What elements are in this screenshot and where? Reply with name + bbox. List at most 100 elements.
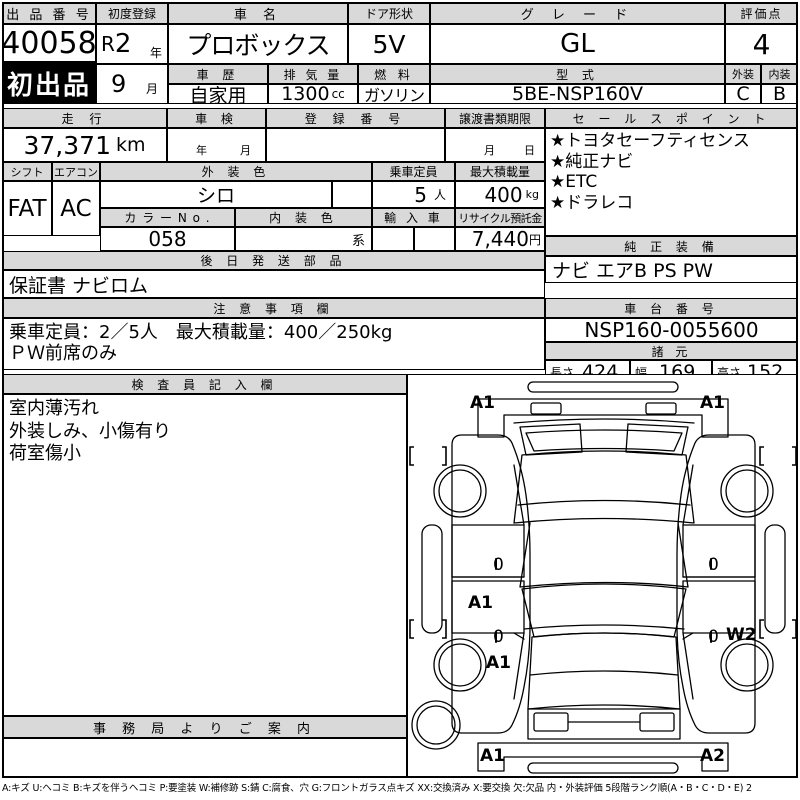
reg-month-unit: 月 xyxy=(145,82,158,96)
door-shape-label: ドア形状 xyxy=(348,2,430,24)
shaken-year-unit: 年 xyxy=(196,144,207,157)
damage-mark-left-rear-fender: A1 xyxy=(486,653,511,673)
mileage-value: 37,371 xyxy=(23,130,111,160)
reg-year-value: 2 xyxy=(114,29,132,59)
grade-value: GL xyxy=(430,24,725,64)
max-load-value-cell: 400 kg xyxy=(455,181,545,208)
notes-body: 乗車定員：2／5人 最大積載量：400／250kg ＰＷ前席のみ xyxy=(2,318,545,370)
first-registration-month-cell: 9 月 xyxy=(96,64,168,104)
later-parts-value: 保証書 ナビロム xyxy=(2,270,545,298)
damage-mark-right-front-door: 0 xyxy=(708,555,719,575)
recycle-deposit-unit: 円 xyxy=(528,232,541,247)
damage-mark-right-rear-quarter: W2 xyxy=(726,625,757,645)
import-value-2 xyxy=(414,227,455,251)
grade-label: グ レ ー ド xyxy=(430,2,725,24)
first-registration-year-cell: R 2 年 xyxy=(96,24,168,64)
model-code-label: 型 式 xyxy=(430,64,725,84)
car-diagram-svg xyxy=(411,381,786,774)
exterior-grade-label: 外装 xyxy=(725,64,761,84)
max-load-unit: kg xyxy=(525,188,539,201)
shaken-value-cell: 年 月 xyxy=(167,128,266,162)
import-value xyxy=(372,227,414,251)
fuel-value: ガソリン xyxy=(358,84,430,104)
office-notice-body xyxy=(2,738,407,778)
history-value: 自家用 xyxy=(168,84,268,104)
displacement-value: 1300 xyxy=(281,84,330,104)
ac-value: AC xyxy=(52,181,100,236)
mileage-unit: km xyxy=(115,134,146,156)
score-value: 4 xyxy=(725,24,798,64)
office-notice-label: 事 務 局 よ り ご 案 内 xyxy=(2,716,407,738)
damage-mark-left-front-door: 0 xyxy=(493,555,504,575)
max-load-label: 最大積載量 xyxy=(455,162,545,181)
first-listing-badge: 初出品 xyxy=(2,62,96,104)
lot-number-value: 40058 xyxy=(2,24,96,62)
registration-number-label: 登 録 番 号 xyxy=(266,108,445,128)
sales-points-label: セ ー ル ス ポ イ ン ト xyxy=(545,108,798,128)
genuine-equipment-label: 純 正 装 備 xyxy=(545,236,798,256)
registration-number-value xyxy=(266,128,445,162)
displacement-label: 排 気 量 xyxy=(268,64,358,84)
fuel-label: 燃 料 xyxy=(358,64,430,84)
inspector-notes-label: 検 査 員 記 入 欄 xyxy=(2,374,407,394)
dimensions-label: 諸 元 xyxy=(545,342,798,360)
mileage-value-cell: 37,371 km xyxy=(2,128,167,162)
damage-mark-right-rear-door-lower: 0 xyxy=(708,627,719,647)
recycle-deposit-value-cell: 7,440 円 xyxy=(455,227,545,251)
door-shape-value: 5V xyxy=(348,24,430,64)
reg-year-unit: 年 xyxy=(149,46,162,60)
recycle-deposit-value: 7,440 xyxy=(471,227,529,251)
genuine-equipment-value: ナビ エアB PS PW xyxy=(545,256,798,283)
import-label: 輸 入 車 xyxy=(372,208,455,227)
displacement-unit: cc xyxy=(331,87,345,101)
reg-month-value: 9 xyxy=(111,70,127,98)
recycle-deposit-label: リサイクル預託金 xyxy=(455,208,545,227)
model-code-value: 5BE-NSP160V xyxy=(430,84,725,104)
sales-points-body: ★トヨタセーフティセンス ★純正ナビ ★ETC ★ドラレコ xyxy=(545,128,798,236)
max-load-value: 400 xyxy=(484,182,523,207)
history-label: 車 歴 xyxy=(168,64,268,84)
exterior-grade-value: C xyxy=(725,84,761,104)
chassis-number-value: NSP160-0055600 xyxy=(545,318,798,342)
interior-color-label: 内 装 色 xyxy=(235,208,372,227)
transfer-day-unit: 日 xyxy=(524,144,535,157)
transfer-doc-value-cell: 月 日 xyxy=(445,128,545,162)
shaken-label: 車 検 xyxy=(167,108,266,128)
damage-mark-rear-right: A2 xyxy=(700,746,725,766)
exterior-color-extra xyxy=(332,181,372,208)
interior-grade-label: 内装 xyxy=(761,64,798,84)
ac-label: エアコン xyxy=(52,162,100,181)
notes-label: 注 意 事 項 欄 xyxy=(2,298,545,318)
seats-unit: 人 xyxy=(433,188,446,202)
exterior-color-value: シロ xyxy=(100,181,332,208)
transfer-month-unit: 月 xyxy=(484,144,495,157)
damage-mark-left-rear-door: A1 xyxy=(468,593,493,613)
damage-mark-left-rear-door-lower: 0 xyxy=(493,627,504,647)
reg-year-prefix: R xyxy=(101,32,115,56)
seats-label: 乗車定員 xyxy=(372,162,455,181)
inspector-notes-body: 室内薄汚れ 外装しみ、小傷有り 荷室傷小 xyxy=(2,394,407,716)
car-name-value: プロボックス xyxy=(168,24,348,64)
later-parts-label: 後 日 発 送 部 品 xyxy=(2,251,545,270)
shaken-month-unit: 月 xyxy=(240,144,251,157)
car-name-label: 車 名 xyxy=(168,2,348,24)
interior-color-value-cell: 系 xyxy=(235,227,372,251)
damage-mark-rear-left: A1 xyxy=(480,746,505,766)
score-label: 評価点 xyxy=(725,2,798,24)
color-no-label: カ ラ ー N o . xyxy=(100,208,235,227)
seats-value-cell: 5 人 xyxy=(372,181,455,208)
shift-value: FAT xyxy=(2,181,52,236)
displacement-value-cell: 1300 cc xyxy=(268,84,358,104)
exterior-color-label: 外 装 色 xyxy=(100,162,372,181)
interior-color-suffix: 系 xyxy=(351,233,365,249)
seats-value: 5 xyxy=(414,182,427,207)
shift-label: シフト xyxy=(2,162,52,181)
damage-mark-front-left: A1 xyxy=(470,393,495,413)
interior-grade-value: B xyxy=(761,84,798,104)
color-no-value: 058 xyxy=(100,227,235,251)
transfer-doc-label: 譲渡書類期限 xyxy=(445,108,545,128)
lot-number-label: 出 品 番 号 xyxy=(2,2,96,24)
chassis-number-label: 車 台 番 号 xyxy=(545,298,798,318)
first-registration-label: 初度登録 xyxy=(96,2,168,24)
